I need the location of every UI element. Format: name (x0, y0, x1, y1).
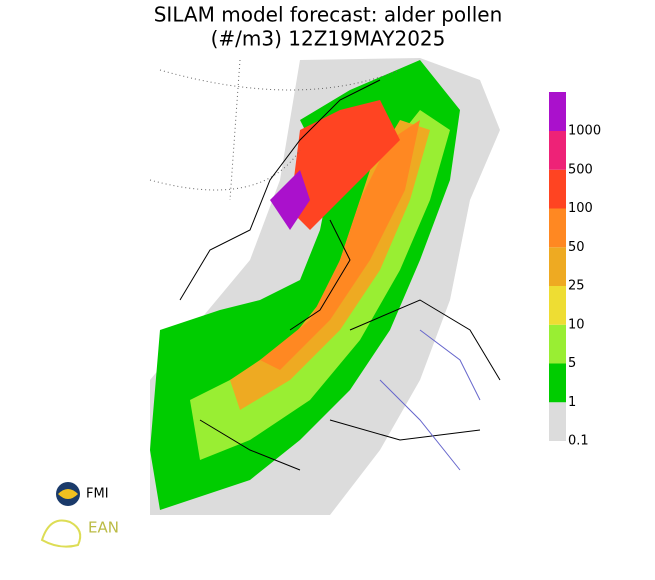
colorbar-segment (549, 324, 566, 364)
colorbar-label: 1 (568, 395, 576, 410)
colorbar-segment (549, 208, 566, 248)
colorbar-segment (549, 247, 566, 286)
orange-region (260, 120, 420, 370)
rivers (379, 329, 481, 471)
title-line1: SILAM model forecast: alder pollen (154, 3, 503, 27)
colorbar-label: 25 (568, 279, 585, 294)
title-line2: (#/m3) 12Z19MAY2025 (211, 27, 446, 51)
colorbar-label: 50 (568, 240, 585, 255)
fmi-icon-swirl (58, 489, 78, 499)
colorbar-label: 0.1 (568, 434, 589, 449)
ean-logo: EAN (40, 519, 119, 548)
colorbar-label: 100 (568, 201, 593, 216)
colorbar-label: 1000 (568, 124, 601, 139)
colorbar-label: 5 (568, 356, 576, 371)
colorbar-label: 10 (568, 317, 585, 332)
red-region (290, 100, 400, 230)
colorbar-segment (549, 363, 566, 403)
map (149, 55, 510, 515)
colorbar: 0.1 1 5 10 25 50 100 500 1000 (549, 92, 601, 449)
colorbar-label: 500 (568, 162, 593, 177)
fmi-text: FMI (86, 487, 109, 502)
ean-icon (40, 519, 82, 548)
colorbar-segment (549, 169, 566, 209)
coastlines (179, 79, 501, 471)
graticule (149, 59, 401, 201)
fmi-logo: FMI (56, 482, 109, 506)
purple-region (270, 170, 310, 230)
colorbar-segment (549, 92, 566, 131)
ean-text: EAN (88, 519, 119, 537)
colorbar-segment (549, 286, 566, 325)
colorbar-segment (549, 131, 566, 170)
colorbar-segment (549, 402, 566, 441)
